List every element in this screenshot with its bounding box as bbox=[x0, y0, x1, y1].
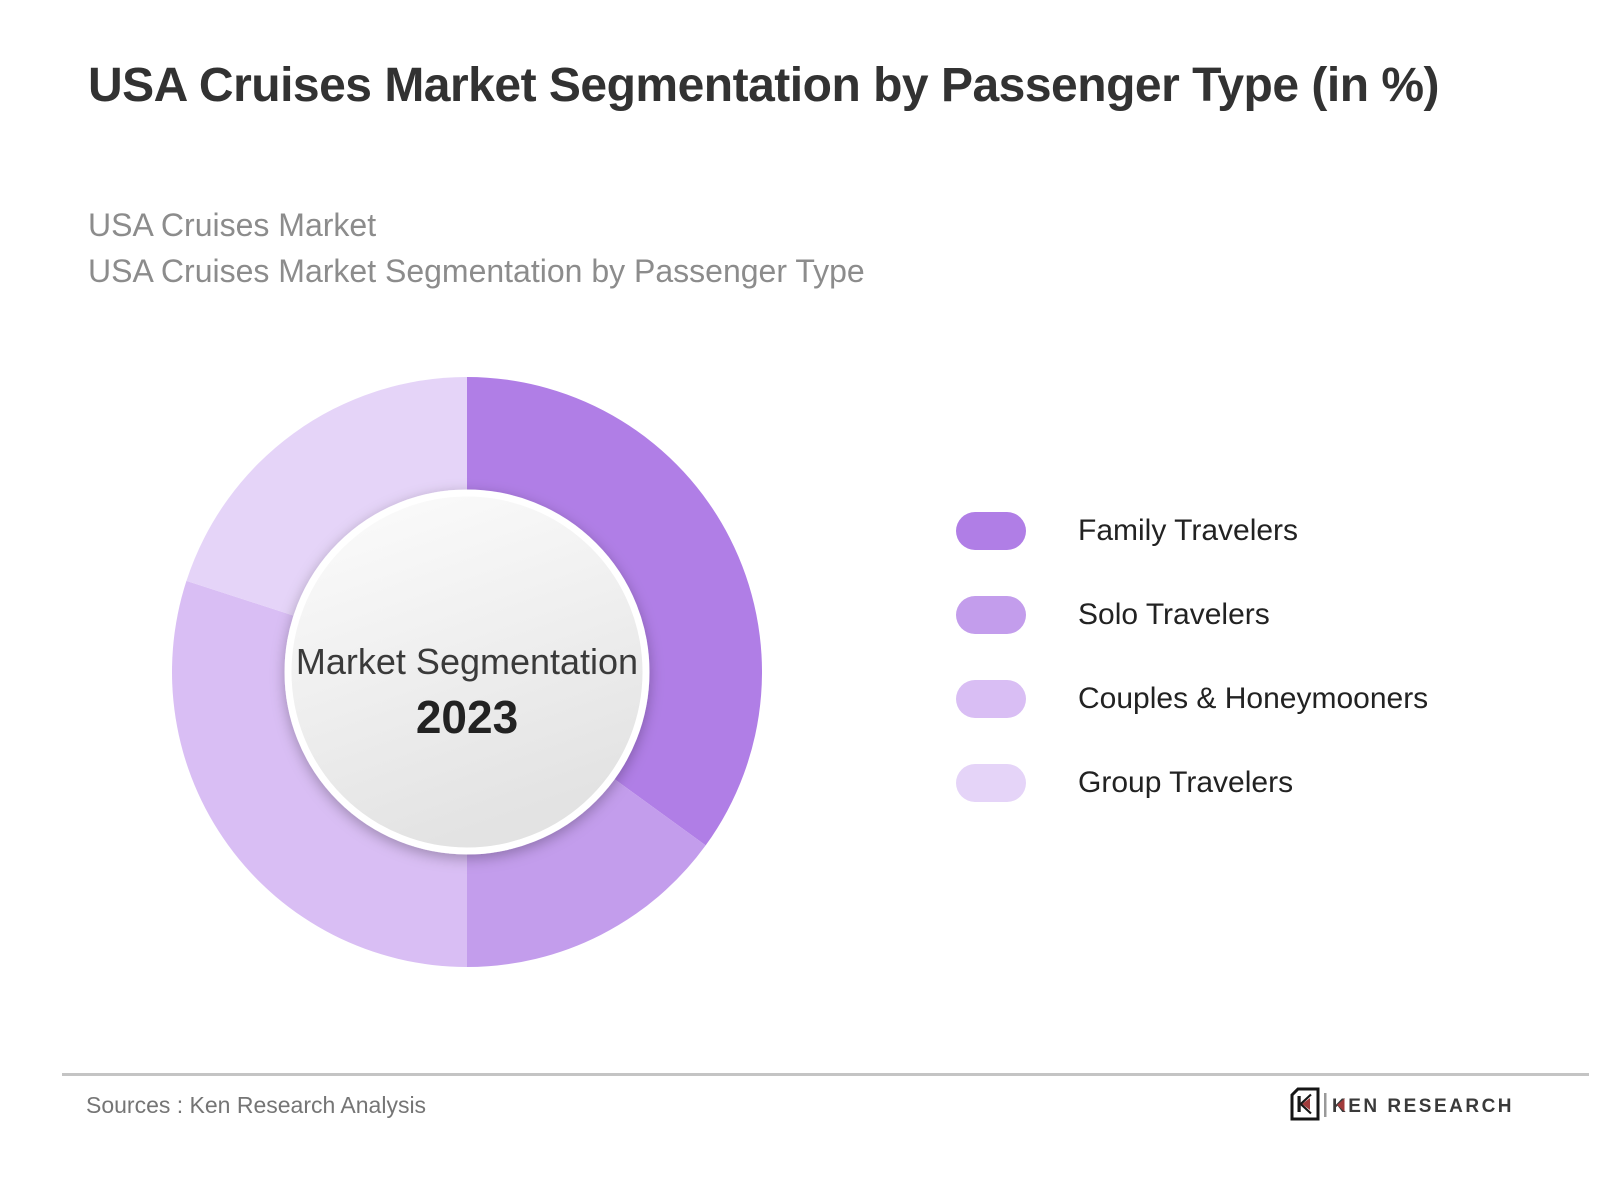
page-title: USA Cruises Market Segmentation by Passe… bbox=[88, 59, 1440, 112]
legend-label: Family Travelers bbox=[1078, 514, 1299, 547]
legend-item: Family Travelers bbox=[956, 512, 1428, 550]
legend-swatch bbox=[956, 512, 1026, 550]
logo-divider-bar bbox=[1324, 1093, 1327, 1117]
legend-label: Solo Travelers bbox=[1078, 598, 1270, 631]
subtitle-block: USA Cruises Market USA Cruises Market Se… bbox=[88, 202, 865, 294]
donut-inner-circle bbox=[284, 489, 650, 855]
legend-item: Group Travelers bbox=[956, 764, 1428, 802]
subtitle-line-2: USA Cruises Market Segmentation by Passe… bbox=[88, 253, 865, 289]
subtitle-line-1: USA Cruises Market bbox=[88, 207, 377, 243]
legend-swatch bbox=[956, 680, 1026, 718]
legend-swatch bbox=[956, 596, 1026, 634]
sources-text: Sources : Ken Research Analysis bbox=[86, 1092, 427, 1118]
footer-divider bbox=[62, 1073, 1589, 1076]
chart-legend: Family Travelers Solo Travelers Couples & … bbox=[956, 512, 1428, 848]
legend-label: Group Travelers bbox=[1078, 766, 1294, 799]
legend-swatch bbox=[956, 764, 1026, 802]
logo-k-red-triangle-icon bbox=[1337, 1098, 1345, 1112]
donut-center-year: 2023 bbox=[416, 691, 518, 743]
donut-chart: Market Segmentation 2023 bbox=[172, 377, 762, 967]
legend-item: Solo Travelers bbox=[956, 596, 1428, 634]
legend-label: Couples & Honeymooners bbox=[1078, 682, 1429, 715]
logo-badge bbox=[1290, 1087, 1320, 1121]
logo-text: KEN RESEARCH bbox=[1332, 1096, 1514, 1117]
ken-research-logo: KEN RESEARCH bbox=[1290, 1087, 1514, 1121]
donut-center-label: Market Segmentation bbox=[296, 641, 638, 682]
legend-item: Couples & Honeymooners bbox=[956, 680, 1428, 718]
